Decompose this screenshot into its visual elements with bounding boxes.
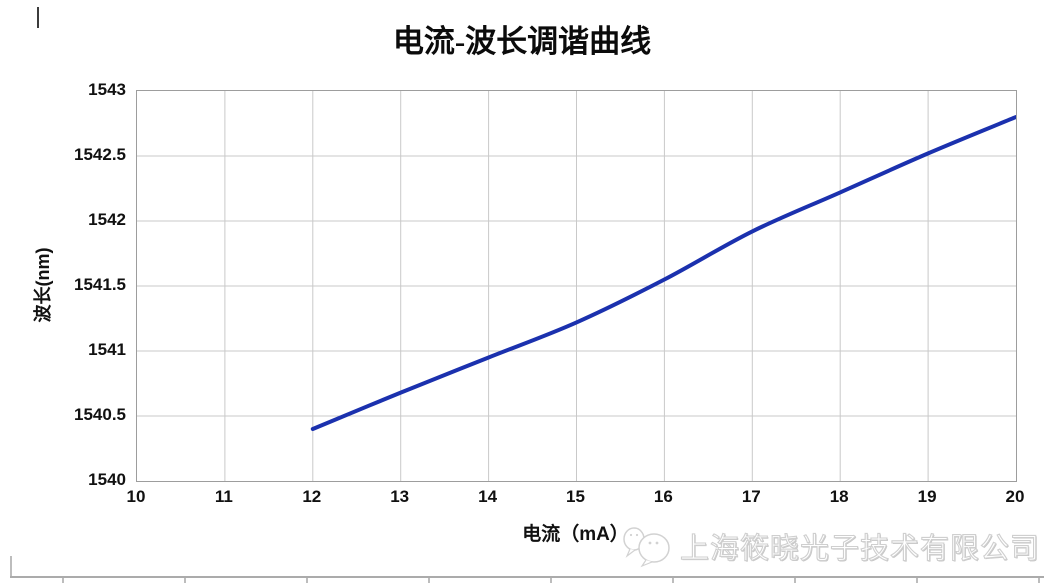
frame-tick [794, 578, 796, 583]
plot-svg [137, 91, 1016, 481]
y-tick-label: 1540.5 [74, 405, 126, 424]
frame-tick [306, 578, 308, 583]
x-tick-label: 14 [478, 487, 498, 506]
y-tick-label: 1542.5 [74, 145, 126, 164]
frame-tick [672, 578, 674, 583]
x-tick-label: 20 [1005, 487, 1025, 506]
y-tick-label: 1541.5 [74, 275, 126, 294]
stray-cursor-mark [37, 7, 39, 28]
frame-tick [916, 578, 918, 583]
y-tick-label: 1540 [88, 470, 126, 489]
speech-bubbles-logo-icon [623, 527, 670, 568]
watermark-company-name: 上海筱晓光子技术有限公司 [679, 532, 1040, 565]
x-tick-label: 18 [829, 487, 849, 506]
x-tick-label: 13 [390, 487, 410, 506]
next-chart-frame-left-edge [10, 556, 12, 576]
x-tick-label: 15 [566, 487, 585, 506]
y-tick-label: 1541 [88, 340, 126, 359]
x-tick-label: 10 [126, 487, 146, 506]
x-tick-label: 19 [917, 487, 937, 506]
y-tick-label: 1542 [88, 210, 126, 229]
frame-tick [428, 578, 430, 583]
watermark: 上海筱晓光子技术有限公司 [620, 524, 1040, 568]
frame-tick [184, 578, 186, 583]
frame-tick [550, 578, 552, 583]
tuning-curve-line [310, 115, 1016, 431]
x-tick-label: 12 [302, 487, 322, 506]
frame-tick [62, 578, 64, 583]
frame-tick [1038, 578, 1040, 583]
x-tick-label: 16 [653, 487, 673, 506]
y-tick-label: 1543 [88, 80, 126, 99]
plot-area [136, 90, 1017, 482]
chart-title: 电流-波长调谐曲线 [392, 24, 652, 59]
x-axis-title: 电流（mA） [522, 524, 629, 545]
x-tick-label: 17 [741, 487, 761, 506]
x-tick-label: 11 [214, 487, 233, 506]
next-chart-frame-top-edge [10, 576, 1044, 578]
